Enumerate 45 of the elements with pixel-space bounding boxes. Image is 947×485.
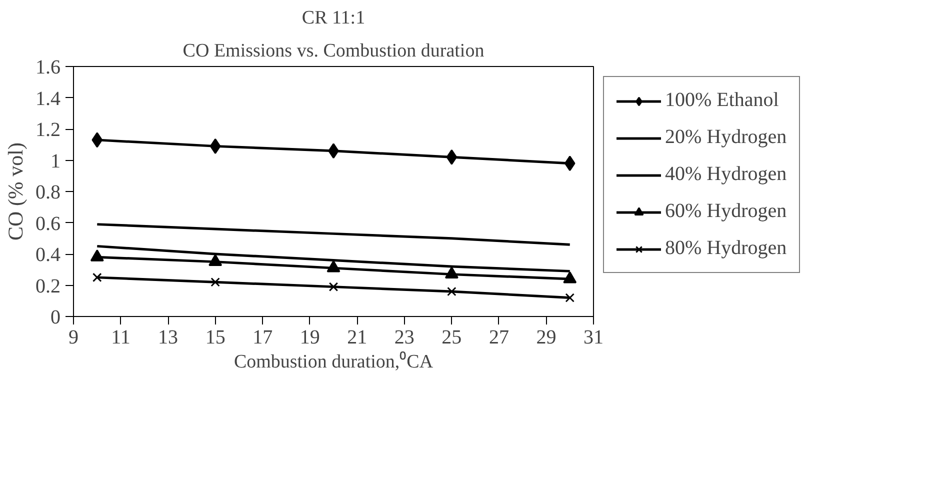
x-axis-title: Combustion duration,⁰CA: [234, 350, 434, 372]
x-tick-label: 21: [347, 326, 368, 348]
point: [208, 254, 222, 266]
legend-label: 80% Hydrogen: [665, 237, 787, 260]
y-axis-title: CO (% vol): [4, 142, 28, 240]
y-tick-label: 1.2: [36, 119, 60, 141]
point: [563, 271, 577, 284]
point: [90, 249, 104, 262]
point: [210, 138, 221, 154]
x-tick-label: 9: [68, 326, 78, 348]
x-tick-label: 23: [394, 326, 414, 348]
y-tick-label: 0.6: [36, 212, 60, 235]
x-tick-label: 29: [536, 326, 556, 348]
legend-label: 40% Hydrogen: [665, 163, 787, 186]
y-tick-label: 1: [50, 150, 60, 172]
point: [444, 266, 458, 279]
y-tick-label: 0.4: [36, 244, 60, 266]
legend-label: 100% Ethanol: [665, 89, 779, 112]
y-tick-label: 0.8: [36, 182, 60, 204]
x-tick-label: 19: [300, 326, 320, 348]
point: [92, 132, 103, 148]
line-series: [96, 223, 572, 246]
y-tick-label: 0: [50, 306, 60, 328]
x-tick-label: 13: [158, 326, 178, 348]
point: [92, 272, 102, 282]
chart-title: CR 11:1: [302, 8, 366, 28]
x-tick-label: 15: [205, 326, 226, 348]
legend-label: 20% Hydrogen: [665, 126, 787, 149]
point: [328, 282, 338, 292]
chart-subtitle: CO Emissions vs. Combustion duration: [182, 40, 485, 62]
point: [446, 149, 458, 165]
x-tick-label: 31: [584, 326, 604, 348]
point: [210, 277, 220, 287]
point: [564, 156, 576, 172]
y-tick-label: 0.2: [36, 275, 60, 298]
point: [447, 286, 456, 296]
point: [565, 293, 575, 302]
x-tick-label: 27: [488, 326, 509, 348]
x-tick-label: 17: [252, 326, 273, 348]
y-tick-label: 1.4: [36, 88, 60, 110]
point: [326, 260, 340, 272]
legend-label: 60% Hydrogen: [665, 200, 787, 223]
x-tick-label: 25: [442, 326, 462, 348]
x-tick-label: 11: [111, 326, 130, 348]
y-tick-label: 1.6: [36, 56, 60, 78]
